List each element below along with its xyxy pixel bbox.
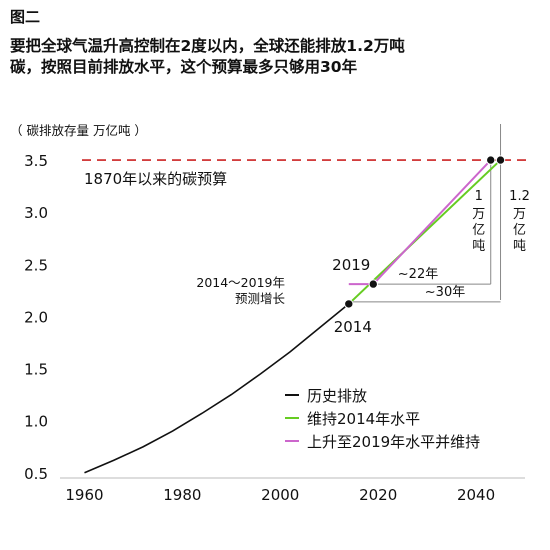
x-tick-label: 2020 (359, 486, 397, 504)
legend-entry: 维持2014年水平 (307, 410, 420, 428)
x-tick-label: 1980 (163, 486, 201, 504)
label-1-2-unit-char: 万 (513, 207, 526, 222)
marker-label-2019: 2019 (332, 256, 370, 274)
y-tick-label: 1.0 (24, 413, 48, 431)
label-1: 1 (475, 189, 483, 204)
y-tick-label: 2.0 (24, 308, 48, 326)
y-tick-label: 1.5 (24, 361, 48, 379)
marker-label-2014: 2014 (334, 318, 372, 336)
label-1-unit-char: 亿 (472, 223, 485, 238)
y-tick-label: 2.5 (24, 256, 48, 274)
data-point (344, 299, 354, 309)
label-1-2: 1.2 (509, 189, 530, 204)
y-tick-label: 0.5 (24, 465, 48, 483)
span-22-label: ~22年 (398, 267, 438, 282)
x-tick-label: 2040 (457, 486, 495, 504)
budget-line-label: 1870年以来的碳预算 (84, 170, 227, 188)
projection-label-line-1: 2014～2019年 (196, 275, 285, 290)
label-1-2-unit-char: 吨 (513, 239, 526, 254)
headline-line-1: 要把全球气温升高控制在2度以内，全球还能排放1.2万吨 (10, 37, 405, 55)
data-point (368, 279, 378, 289)
x-tick-label: 1960 (65, 486, 103, 504)
y-tick-label: 3.5 (24, 152, 48, 170)
legend-entry: 上升至2019年水平并维持 (307, 433, 480, 451)
data-point (486, 155, 496, 165)
headline-line-2: 碳，按照目前排放水平，这个预算最多只够用30年 (10, 58, 358, 76)
data-point (495, 155, 506, 165)
y-tick-label: 3.0 (24, 204, 48, 222)
series-line-1 (84, 303, 350, 474)
projection-label-line-2: 预测增长 (235, 291, 286, 306)
chart-headline: 要把全球气温升高控制在2度以内，全球还能排放1.2万吨 碳，按照目前排放水平，这… (10, 36, 540, 78)
x-tick-label: 2000 (261, 486, 299, 504)
label-1-unit-char: 万 (472, 207, 485, 222)
span-30-label: ~30年 (425, 285, 465, 300)
label-1-unit-char: 吨 (472, 239, 485, 254)
legend-entry: 历史排放 (307, 387, 367, 405)
label-1-2-unit-char: 亿 (513, 223, 526, 238)
figure-label: 图二 (10, 8, 41, 26)
y-axis-label: （ 碳排放存量 万亿吨 ） (10, 123, 147, 138)
